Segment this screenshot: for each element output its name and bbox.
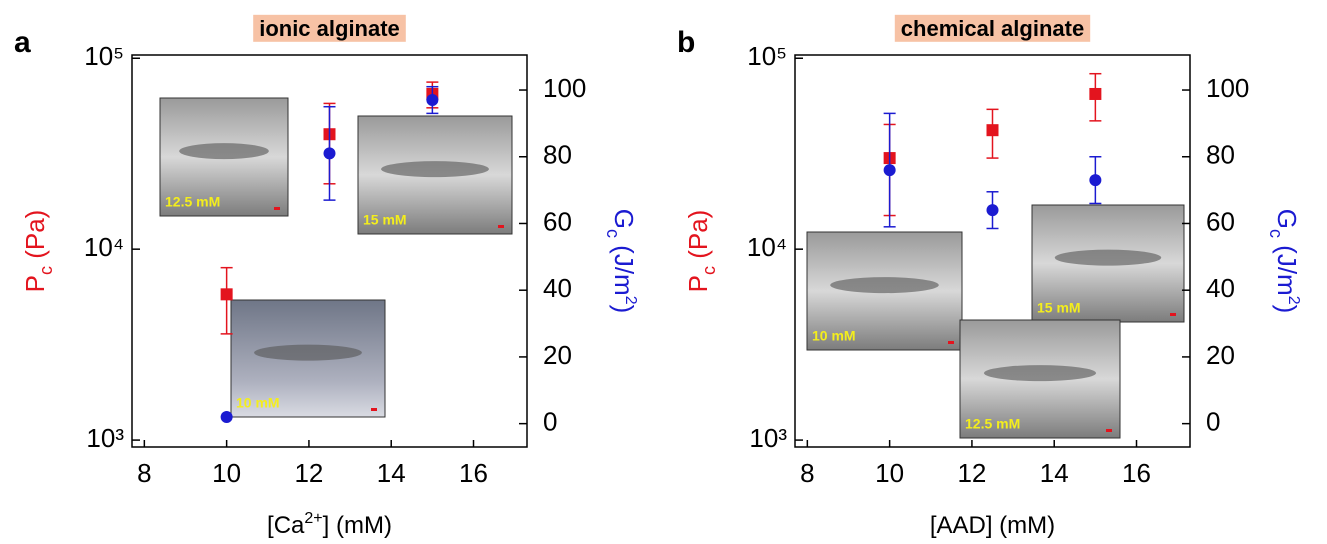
error-bar <box>220 266 233 335</box>
axis-label: [Ca2+] (mM) <box>267 510 392 540</box>
inset-label: 12.5 mM <box>165 194 220 210</box>
marker <box>220 288 233 301</box>
x-tick-label: 16 <box>459 458 488 488</box>
inset-drop <box>381 161 489 178</box>
panel-label: a <box>14 26 31 59</box>
y2-tick-label: 20 <box>1206 340 1235 370</box>
marker <box>883 164 896 177</box>
label-part: ] (mM) <box>323 512 392 539</box>
label-part: (J/m <box>1272 238 1302 296</box>
chart-title: ionic alginate <box>259 16 400 41</box>
x-tick-label: 10 <box>212 458 241 488</box>
label-part: [AAD] (mM) <box>930 512 1055 539</box>
axis-label: Pc (Pa) <box>683 210 719 293</box>
y2-tick-label: 0 <box>543 407 557 437</box>
marker <box>986 124 999 137</box>
x-tick-label: 14 <box>377 458 406 488</box>
label-part: 2 <box>1285 296 1302 305</box>
inset-scale <box>1106 429 1112 432</box>
y2-tick-label: 60 <box>543 206 572 236</box>
inset-label: 10 mM <box>812 328 856 344</box>
inset-label: 15 mM <box>1037 300 1081 316</box>
marker <box>986 204 999 217</box>
label-part: (Pa) <box>683 210 713 266</box>
y2-tick-label: 20 <box>543 340 572 370</box>
inset-drop <box>984 365 1096 382</box>
marker <box>1089 174 1102 187</box>
label-part: c <box>699 266 719 275</box>
inset-drop <box>1054 249 1162 266</box>
y2-tick-label: 40 <box>543 273 572 303</box>
y-tick-label: 10⁴ <box>84 232 124 262</box>
label-part: P <box>683 275 713 292</box>
label-part: c <box>36 266 56 275</box>
label-part: G <box>609 209 639 229</box>
y2-tick-label: 100 <box>543 73 586 103</box>
label-part: c <box>603 229 623 238</box>
x-tick-label: 16 <box>1122 458 1151 488</box>
label-part: c <box>1266 229 1286 238</box>
x-tick-label: 14 <box>1040 458 1069 488</box>
y-tick-label: 10⁵ <box>747 41 787 71</box>
x-tick-label: 8 <box>800 458 814 488</box>
x-tick-label: 8 <box>137 458 151 488</box>
y-tick-label: 10⁴ <box>747 232 787 262</box>
inset-drop <box>179 143 269 160</box>
axis-label: Gc (J/m2) <box>603 209 639 314</box>
x-tick-label: 12 <box>294 458 323 488</box>
label-part: 2+ <box>304 510 322 527</box>
plot-frame <box>794 54 1191 448</box>
panel-label: b <box>677 26 695 59</box>
chart-title: chemical alginate <box>901 16 1084 41</box>
label-part: ) <box>609 305 639 314</box>
inset-scale <box>498 225 504 228</box>
y2-tick-label: 80 <box>1206 140 1235 170</box>
inset-scale <box>371 408 377 411</box>
label-part: (J/m <box>609 238 639 296</box>
inset-scale <box>1170 313 1176 316</box>
inset-drop <box>254 344 362 361</box>
y-tick-label: 10³ <box>749 423 787 453</box>
marker <box>1089 87 1102 100</box>
inset-scale <box>948 341 954 344</box>
axis-label: Pc (Pa) <box>20 210 56 293</box>
marker <box>220 410 233 423</box>
label-part: ) <box>1272 305 1302 314</box>
label-part: (Pa) <box>20 210 50 266</box>
y2-tick-label: 60 <box>1206 206 1235 236</box>
inset-drop <box>830 277 939 294</box>
inset-label: 12.5 mM <box>965 416 1020 432</box>
y-tick-label: 10³ <box>86 423 124 453</box>
axis-label: [AAD] (mM) <box>930 512 1055 539</box>
axis-label: Gc (J/m2) <box>1266 209 1302 314</box>
inset-label: 15 mM <box>363 212 407 228</box>
plot-frame <box>131 54 528 448</box>
label-part: 2 <box>622 296 639 305</box>
marker <box>426 94 439 107</box>
label-part: P <box>20 275 50 292</box>
inset-label: 10 mM <box>236 395 280 411</box>
label-part: [Ca <box>267 512 305 539</box>
x-tick-label: 10 <box>875 458 904 488</box>
title-background <box>894 14 1091 42</box>
marker <box>323 147 336 160</box>
inset-scale <box>274 207 280 210</box>
y2-tick-label: 80 <box>543 140 572 170</box>
label-part: G <box>1272 209 1302 229</box>
title-background <box>253 14 406 42</box>
y2-tick-label: 40 <box>1206 273 1235 303</box>
y-tick-label: 10⁵ <box>84 41 124 71</box>
y2-tick-label: 0 <box>1206 407 1220 437</box>
x-tick-label: 12 <box>957 458 986 488</box>
y2-tick-label: 100 <box>1206 73 1249 103</box>
